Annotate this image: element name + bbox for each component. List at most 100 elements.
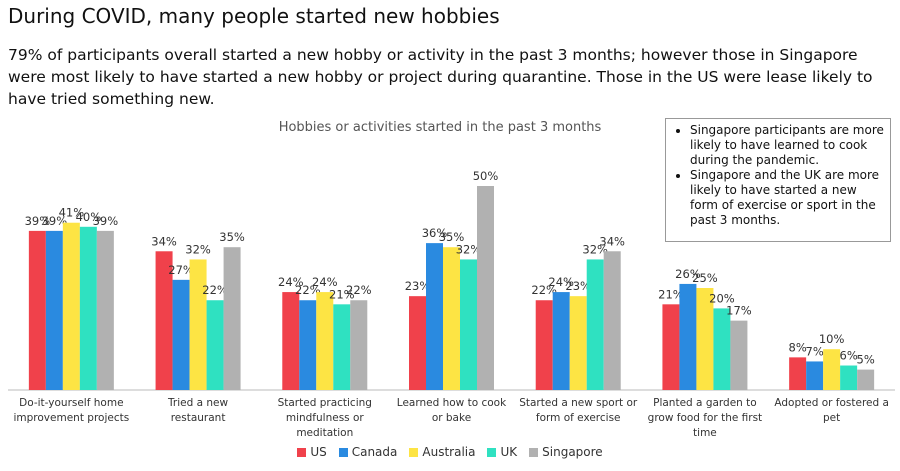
data-label: 8% [789, 340, 807, 354]
data-label: 22% [295, 283, 321, 297]
data-label: 21% [329, 287, 355, 301]
data-label: 41% [59, 206, 85, 220]
chart-title: Hobbies or activities started in the pas… [278, 120, 602, 135]
bar [603, 251, 621, 390]
bar [806, 361, 824, 390]
bar [350, 300, 368, 390]
legend-item: UK [487, 445, 517, 459]
legend-swatch [409, 447, 419, 457]
data-label: 17% [726, 304, 752, 318]
data-label: 24% [278, 275, 304, 289]
legend-item: Australia [409, 445, 475, 459]
bar [535, 300, 553, 390]
legend-swatch [529, 447, 539, 457]
legend-label: UK [500, 445, 518, 459]
data-label: 24% [548, 275, 574, 289]
bar [857, 369, 875, 390]
title: During COVID, many people started new ho… [8, 4, 500, 28]
data-label: 34% [151, 234, 177, 248]
annotation: Singapore and the UK are more likely to … [690, 168, 884, 228]
x-tick-label: Started a new sport or form of exercise [519, 397, 638, 424]
bar [79, 226, 97, 390]
data-label: 21% [658, 287, 684, 301]
data-label: 32% [456, 242, 482, 256]
data-label: 32% [185, 242, 211, 256]
bar [62, 222, 80, 390]
bar [586, 259, 604, 390]
bar [477, 186, 494, 390]
bar [840, 365, 858, 390]
bar [316, 292, 334, 390]
legend-label: US [310, 445, 327, 459]
data-label: 39% [25, 214, 51, 228]
bar [223, 247, 241, 390]
legend-label: Australia [422, 445, 476, 459]
data-label: 39% [42, 214, 68, 228]
data-label: 35% [439, 230, 465, 244]
bar [299, 300, 317, 390]
x-tick-label: Planted a garden to grow food for the fi… [647, 397, 763, 439]
bar [789, 357, 807, 390]
legend-label: Canada [351, 445, 398, 459]
legend-swatch [338, 447, 348, 457]
data-label: 7% [806, 344, 824, 358]
legend-label: Singapore [542, 445, 603, 459]
data-label: 35% [219, 230, 245, 244]
legend-item: US [297, 445, 327, 459]
bar [172, 279, 190, 390]
data-label: 24% [312, 275, 338, 289]
data-label: 22% [346, 283, 372, 297]
data-label: 34% [599, 234, 625, 248]
bar [333, 304, 351, 390]
x-tick-label: Started practicing mindfulness or medita… [277, 397, 372, 439]
legend-item: Canada [338, 445, 398, 459]
bar [696, 288, 714, 390]
data-label: 22% [202, 283, 228, 297]
bar [679, 283, 697, 390]
bar [713, 308, 731, 390]
bar [206, 300, 224, 390]
subtitle: 79% of participants overall started a ne… [8, 46, 873, 108]
data-label: 20% [709, 291, 735, 305]
bar [662, 304, 680, 390]
data-label: 25% [692, 271, 718, 285]
legend-item: Singapore [529, 445, 603, 459]
data-label: 40% [76, 210, 102, 224]
legend: US Canada Australia UK Singapore [0, 445, 900, 459]
x-tick-label: Do-it-yourself home improvement projects [13, 397, 130, 424]
x-tick-label: Adopted or fostered a pet [774, 397, 889, 424]
bar [552, 292, 570, 390]
data-label: 5% [857, 353, 875, 367]
bar [569, 296, 587, 390]
annotation: Singapore participants are more likely t… [690, 123, 884, 168]
bar [409, 296, 426, 390]
data-label: 36% [422, 226, 448, 240]
data-label: 23% [405, 279, 431, 293]
data-label: 6% [840, 349, 858, 363]
data-label: 27% [168, 263, 194, 277]
bar [443, 247, 460, 390]
data-label: 22% [531, 283, 557, 297]
legend-swatch [297, 447, 307, 457]
data-label: 39% [93, 214, 119, 228]
bar [45, 230, 63, 390]
data-label: 32% [582, 242, 608, 256]
data-label: 10% [819, 332, 845, 346]
data-label: 26% [675, 267, 701, 281]
bar [155, 251, 173, 390]
x-tick-label: Tried a new restaurant [168, 397, 229, 424]
x-tick-label: Learned how to cook or bake [396, 397, 507, 424]
data-label: 50% [473, 169, 499, 183]
bar [96, 230, 114, 390]
data-label: 23% [565, 279, 591, 293]
bar [282, 292, 300, 390]
bar [189, 259, 207, 390]
bar [426, 243, 443, 390]
legend-swatch [487, 447, 497, 457]
bar [730, 320, 748, 390]
bar [460, 259, 477, 390]
callout: Singapore participants are more likely t… [665, 118, 891, 242]
bar [28, 230, 46, 390]
